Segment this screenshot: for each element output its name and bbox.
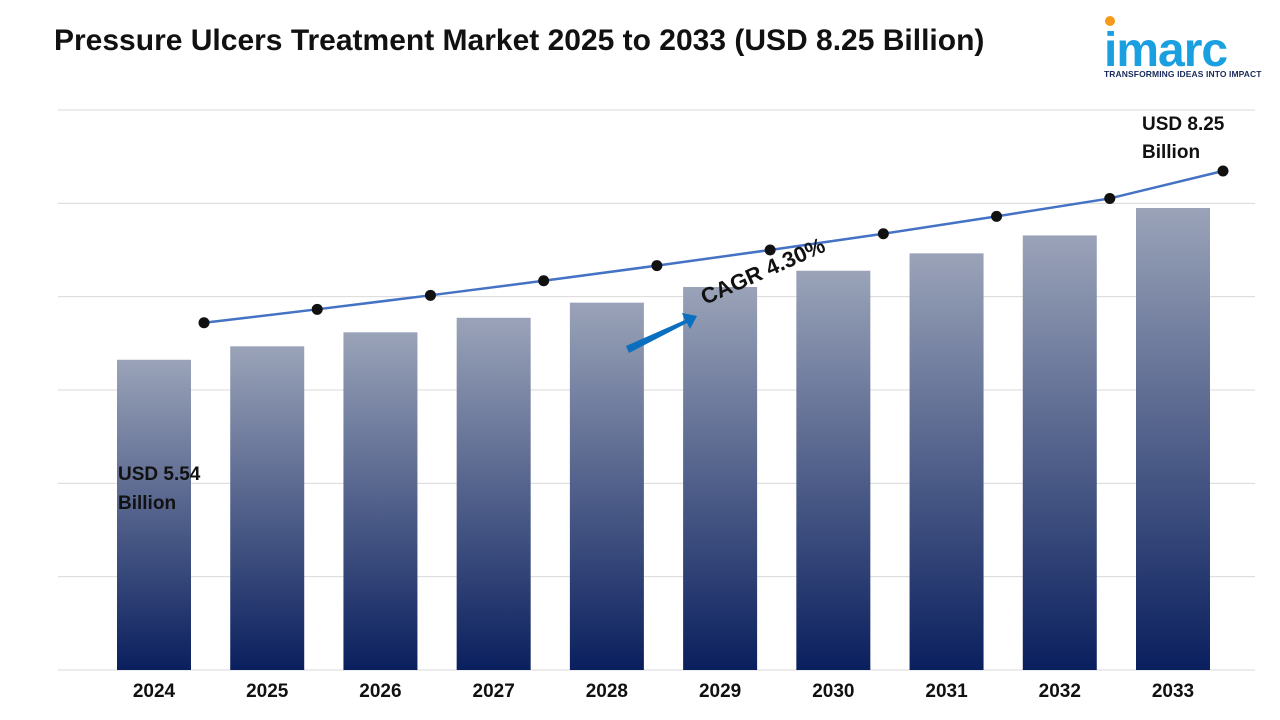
x-tick-label: 2029 — [699, 681, 741, 702]
bar-2026 — [343, 332, 418, 670]
bars — [117, 208, 1210, 671]
cagr-arrow — [626, 313, 697, 353]
x-axis-ticks: 2024 2025 2026 2027 2028 2029 2030 2031 2032 2033 — [133, 681, 1194, 702]
x-tick-label: 2027 — [473, 681, 515, 702]
trend-point-2029 — [764, 244, 776, 256]
imarc-logo: imarc TRANSFORMING IDEAS INTO IMPACT — [1100, 14, 1262, 84]
logo-wordmark: imarc — [1104, 24, 1228, 77]
trend-point-2033 — [1217, 165, 1229, 177]
trend-point-2025 — [311, 303, 323, 315]
trend-point-2031 — [991, 210, 1003, 222]
x-tick-label: 2031 — [925, 681, 968, 702]
trend-point-2026 — [424, 289, 436, 301]
bar-2030 — [796, 270, 871, 670]
trend-point-2030 — [877, 228, 889, 240]
x-tick-label: 2033 — [1152, 681, 1194, 702]
bar-2033 — [1136, 208, 1210, 670]
logo-tagline: TRANSFORMING IDEAS INTO IMPACT — [1104, 69, 1262, 79]
x-tick-label: 2028 — [586, 681, 628, 702]
logo-dot-icon — [1105, 16, 1115, 26]
x-tick-label: 2032 — [1039, 681, 1081, 702]
x-tick-label: 2030 — [812, 681, 854, 702]
trend-point-2028 — [651, 260, 663, 272]
chart-title: Pressure Ulcers Treatment Market 2025 to… — [54, 24, 985, 57]
x-tick-label: 2024 — [133, 681, 176, 702]
trend-point-2032 — [1104, 192, 1116, 204]
trend-line — [198, 165, 1229, 329]
start-value-label-line1: USD 5.54 — [118, 464, 201, 485]
bar-2028 — [569, 302, 644, 670]
bar-2025 — [230, 346, 305, 670]
trend-point-2027 — [538, 275, 550, 287]
end-value-label-line1: USD 8.25 — [1142, 114, 1225, 135]
bar-2029 — [683, 286, 758, 670]
arrow-icon — [626, 313, 697, 353]
trend-line-path — [203, 169, 1224, 325]
bar-2027 — [456, 317, 531, 670]
end-value-label-line2: Billion — [1142, 142, 1200, 163]
x-tick-label: 2026 — [359, 681, 401, 702]
trend-point-2024 — [198, 317, 210, 329]
x-tick-label: 2025 — [246, 681, 289, 702]
bar-2031 — [909, 253, 984, 671]
bar-2032 — [1022, 235, 1097, 670]
start-value-label-line2: Billion — [118, 493, 176, 514]
bar-2024 — [117, 359, 191, 670]
